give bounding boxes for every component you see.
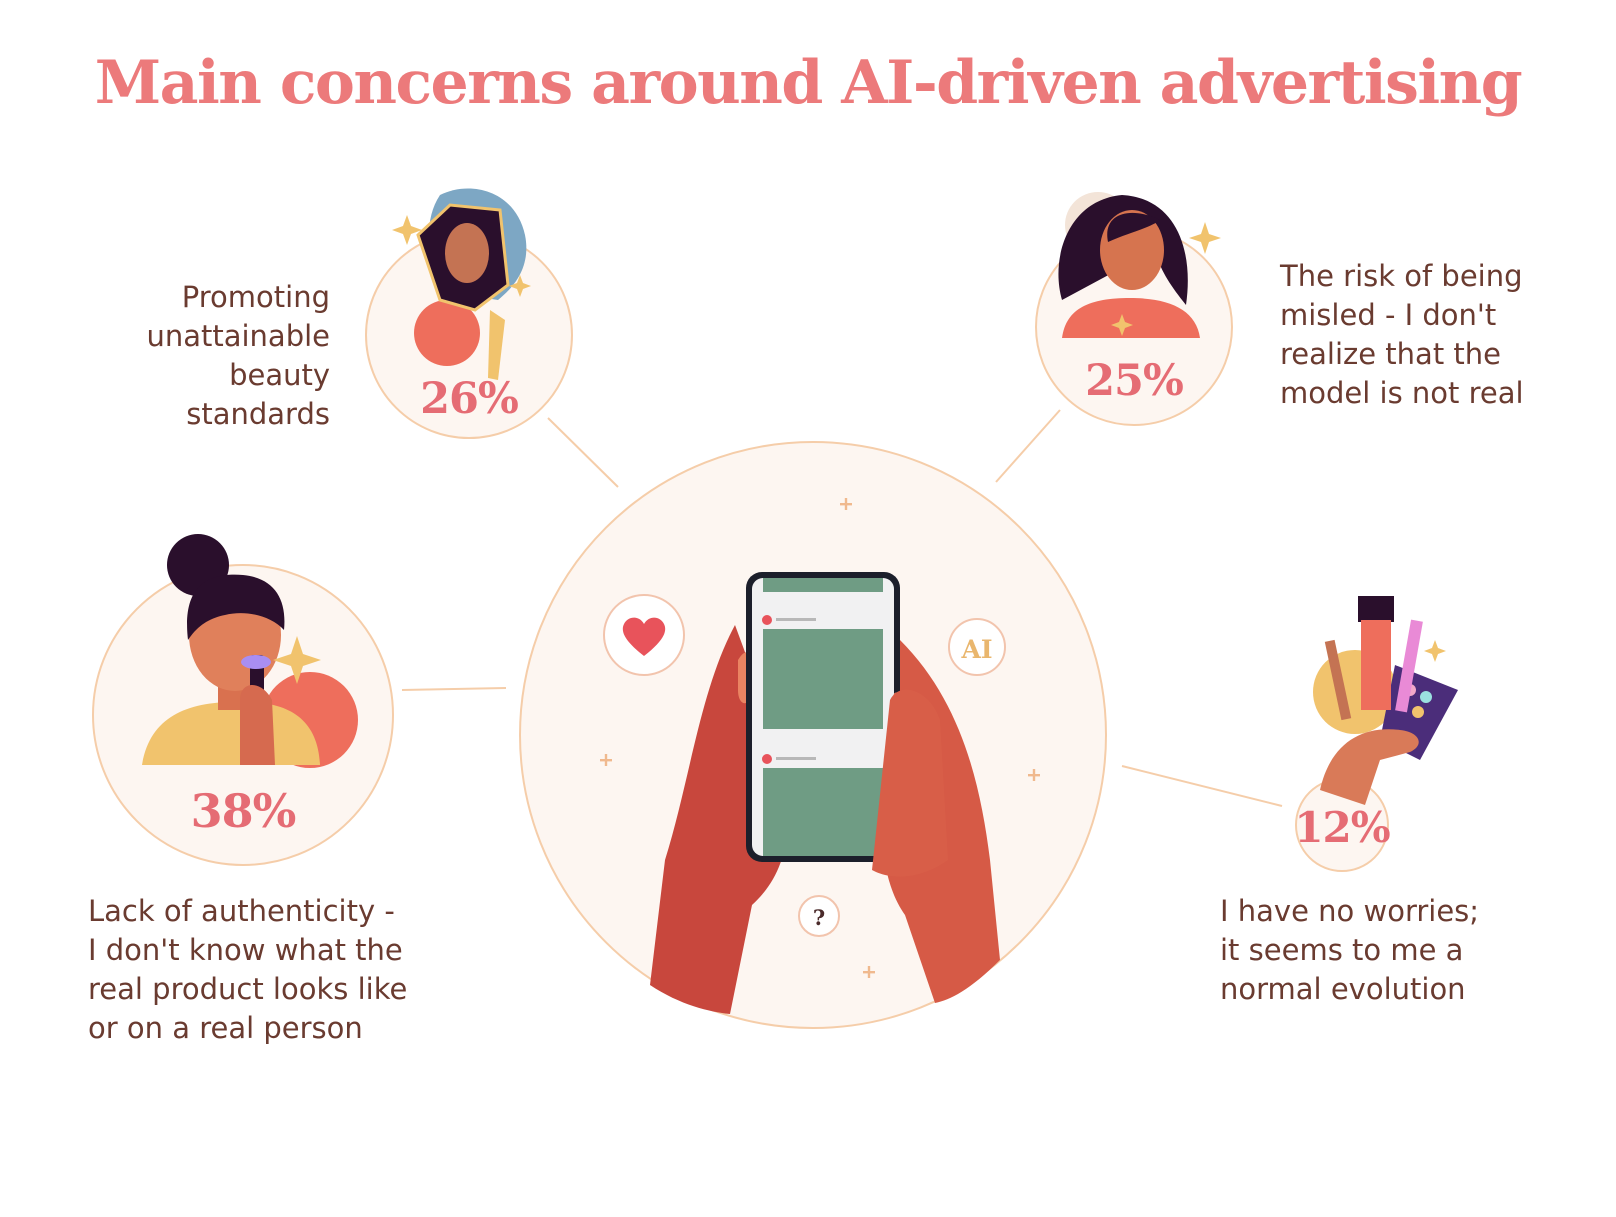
plus-icon — [600, 498, 1040, 978]
makeup-brushes-icon — [1313, 596, 1458, 805]
percent-label-no-worries: 12% — [1294, 803, 1390, 852]
percent-label-beauty-standards: 26% — [420, 374, 519, 424]
heart-icon — [603, 594, 685, 676]
screen-card — [763, 768, 883, 856]
concern-label-misled: The risk of being misled - I don't reali… — [1280, 259, 1524, 410]
page-title: Main concerns around AI-driven advertisi… — [94, 48, 1523, 118]
question-text: ? — [813, 905, 825, 930]
percent-label-misled: 25% — [1085, 356, 1184, 406]
connector-lines — [401, 409, 1283, 807]
concern-label-beauty-standards: Promoting unattainable beauty standards — [146, 280, 330, 431]
screen-card — [763, 629, 883, 729]
concern-label-no-worries: I have no worries; it seems to me a norm… — [1220, 894, 1480, 1006]
percent-label-authenticity: 38% — [190, 784, 297, 838]
sparkle-icon — [509, 275, 531, 297]
sparkle-icon — [1189, 222, 1221, 254]
concern-label-authenticity: Lack of authenticity - I don't know what… — [88, 894, 408, 1045]
woman-lipstick-illustration — [142, 534, 358, 768]
smartphone-icon — [746, 572, 900, 862]
question-icon: ? — [798, 895, 840, 937]
ai-badge-text: AI — [960, 635, 992, 664]
woman-closed-eyes-illustration — [1058, 192, 1221, 338]
sparkle-icon — [273, 636, 321, 684]
hands-icon — [872, 689, 948, 877]
screen-card — [763, 578, 883, 592]
sparkle-icon — [1424, 640, 1446, 662]
mirror-woman-illustration — [392, 188, 531, 380]
sparkle-icon — [1111, 314, 1133, 336]
ai-badge-icon: AI — [948, 618, 1006, 676]
sparkle-icon — [392, 215, 422, 245]
